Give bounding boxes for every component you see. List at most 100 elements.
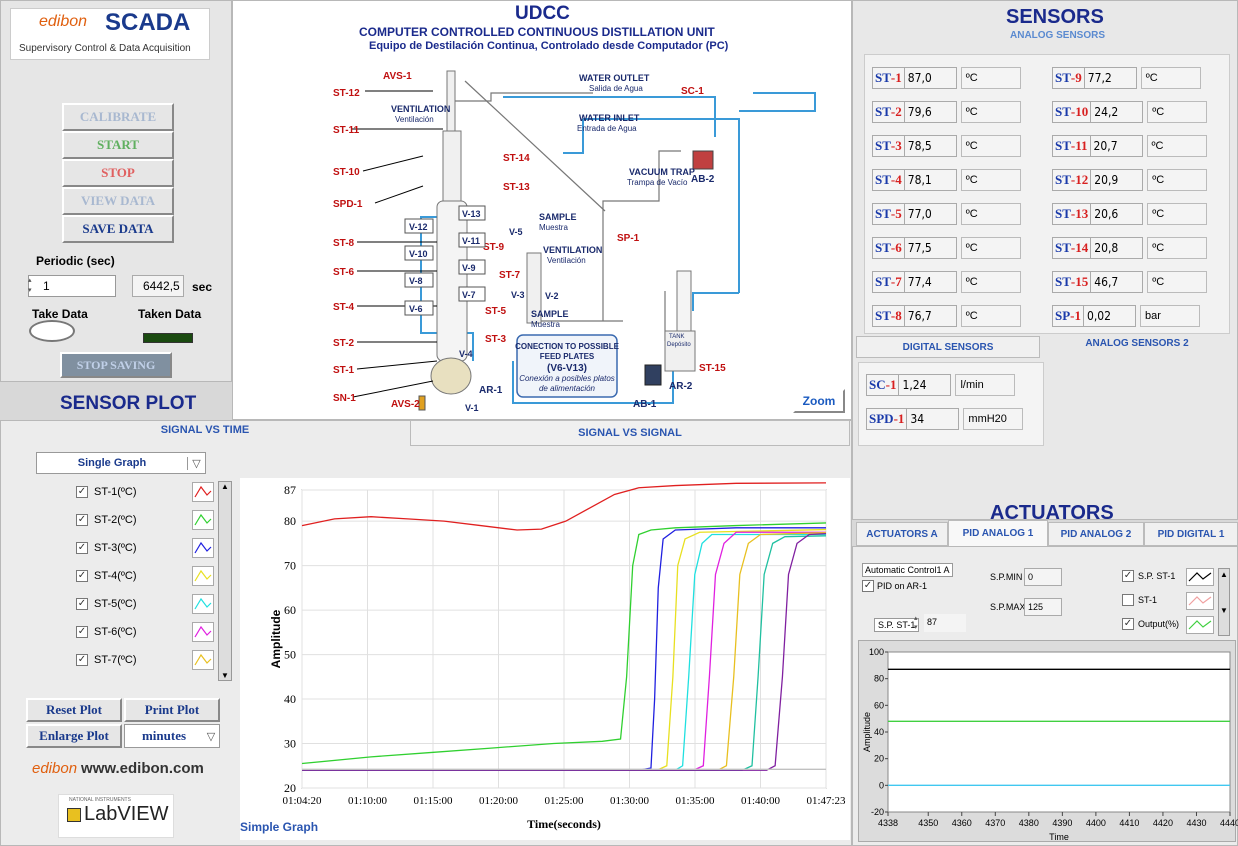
sensor-unit: ºC: [1147, 271, 1208, 293]
legend-checkbox[interactable]: ✓: [76, 654, 88, 666]
tab-signal-vs-signal[interactable]: SIGNAL VS SIGNAL: [410, 420, 850, 446]
legend-checkbox[interactable]: ✓: [76, 598, 88, 610]
tab-pid-analog-1[interactable]: PID ANALOG 1: [948, 520, 1048, 546]
legend-item[interactable]: ✓ ST-3(ºC): [76, 538, 137, 558]
zoom-button[interactable]: Zoom: [793, 389, 845, 413]
save-data-button[interactable]: SAVE DATA: [62, 215, 174, 243]
legend-checkbox[interactable]: ✓: [76, 626, 88, 638]
tab-actuators-a[interactable]: ACTUATORS A: [856, 522, 948, 546]
tab-digital-sensors[interactable]: DIGITAL SENSORS: [856, 336, 1040, 358]
legend-item[interactable]: ✓ ST-4(ºC): [76, 566, 137, 586]
chevron-down-icon[interactable]: ▽: [187, 456, 205, 470]
sensor-unit: ºC: [1147, 203, 1208, 225]
legend-swatch[interactable]: [192, 622, 214, 642]
taken-data-led: [143, 333, 193, 343]
sensor-label: ST -12: [1052, 169, 1092, 191]
pid-x-tick-label: 4350: [918, 818, 938, 828]
sensor-row: SP -1 0,02 bar: [1052, 304, 1201, 328]
legend-scrollbar[interactable]: ▲ ▼: [218, 481, 232, 681]
label-avs1: AVS-1: [383, 71, 412, 82]
setpoint-input[interactable]: 87: [924, 614, 966, 632]
legend-swatch[interactable]: [192, 594, 214, 614]
tab-analog-sensors-2[interactable]: ANALOG SENSORS 2: [1085, 337, 1189, 349]
pid-legend-item[interactable]: ✓ S.P. ST-1: [1122, 570, 1175, 582]
sensor-prefix: SPD: [869, 411, 894, 426]
legend-item[interactable]: ✓ ST-5(ºC): [76, 594, 137, 614]
legend-checkbox[interactable]: ✓: [76, 542, 88, 554]
pid-legend-checkbox[interactable]: ✓: [1122, 570, 1134, 582]
pid-legend-checkbox[interactable]: ✓: [1122, 618, 1134, 630]
pid-legend-checkbox[interactable]: [1122, 594, 1134, 606]
tab-pid-digital-1[interactable]: PID DIGITAL 1: [1144, 522, 1238, 546]
x-tick-label: 01:25:00: [544, 795, 584, 807]
tab-signal-vs-time[interactable]: SIGNAL VS TIME: [160, 424, 250, 436]
pid-legend-swatch[interactable]: [1186, 592, 1214, 610]
label-v11: V-11: [462, 236, 480, 246]
legend-item[interactable]: ✓ ST-6(ºC): [76, 622, 137, 642]
pid-x-tick-label: 4410: [1119, 818, 1139, 828]
sensor-prefix: ST: [875, 138, 891, 153]
start-button[interactable]: START: [62, 131, 174, 159]
pid-legend-swatch[interactable]: [1186, 616, 1214, 634]
legend-label: ST-1(ºC): [94, 486, 137, 498]
label-deposito: Depósito: [667, 342, 691, 348]
legend-swatch[interactable]: [192, 566, 214, 586]
legend-checkbox[interactable]: ✓: [76, 514, 88, 526]
sensor-number: -15: [1070, 274, 1089, 289]
legend-swatch[interactable]: [192, 650, 214, 670]
time-units-select[interactable]: minutes ▽: [124, 724, 220, 748]
pid-legend-scrollbar[interactable]: ▲ ▼: [1218, 568, 1230, 636]
pid-plot-area: [887, 651, 1231, 813]
legend-checkbox[interactable]: ✓: [76, 570, 88, 582]
legend-checkbox[interactable]: ✓: [76, 486, 88, 498]
stop-button[interactable]: STOP: [62, 159, 174, 187]
sensor-label: ST -7: [872, 271, 905, 293]
legend-swatch[interactable]: [192, 482, 214, 502]
y-tick-label: 20: [284, 781, 296, 795]
sensor-number: -7: [890, 274, 902, 289]
legend-item[interactable]: ✓ ST-7(ºC): [76, 650, 137, 670]
pid-y-tick-label: 100: [869, 647, 884, 657]
label-ab1: AB-1: [633, 399, 657, 410]
reset-plot-button[interactable]: Reset Plot: [26, 698, 122, 722]
pid-y-tick-label: -20: [871, 807, 884, 817]
enlarge-plot-button[interactable]: Enlarge Plot: [26, 724, 122, 748]
tab-pid-analog-2[interactable]: PID ANALOG 2: [1048, 522, 1144, 546]
sensor-row: ST -3 78,5 ºC: [872, 134, 1021, 158]
legend-item[interactable]: ✓ ST-2(ºC): [76, 510, 137, 530]
sensors-title: SENSORS: [1006, 6, 1104, 28]
label-v9: V-9: [462, 263, 476, 273]
chevron-down-icon[interactable]: ▽: [206, 730, 216, 743]
label-trampa: Trampa de Vacío: [627, 178, 688, 187]
pid-legend-swatch[interactable]: [1186, 568, 1214, 586]
legend-swatch[interactable]: [192, 510, 214, 530]
pid-on-checkbox[interactable]: ✓ PID on AR-1: [862, 580, 928, 592]
label-avs2: AVS-2: [391, 399, 420, 410]
scroll-up-icon[interactable]: ▲: [221, 482, 229, 491]
print-plot-button[interactable]: Print Plot: [124, 698, 220, 722]
pid-legend-item[interactable]: ✓ Output(%): [1122, 618, 1179, 630]
scroll-down-icon[interactable]: ▼: [221, 671, 229, 680]
legend-swatch[interactable]: [192, 538, 214, 558]
label-sample2: SAMPLE: [531, 309, 569, 319]
spmin-label: S.P.MIN: [990, 572, 1023, 582]
diagram-subtitle-es: Equipo de Destilación Continua, Controla…: [369, 40, 729, 52]
label-ar1: AR-1: [479, 385, 503, 396]
periodic-stepper[interactable]: ▴ ▾: [28, 277, 32, 294]
view-data-button[interactable]: VIEW DATA: [62, 187, 174, 215]
calibrate-button[interactable]: CALIBRATE: [62, 103, 174, 131]
label-sp1: SP-1: [617, 233, 640, 244]
take-data-toggle[interactable]: [29, 320, 75, 342]
sensor-label: ST -3: [872, 135, 905, 157]
periodic-label: Periodic (sec): [36, 254, 115, 268]
setpoint-stepper[interactable]: ▴ ▾: [914, 615, 918, 631]
periodic-input[interactable]: 1: [28, 275, 116, 297]
sensor-unit: ºC: [1147, 101, 1208, 123]
sensor-label: ST -5: [872, 203, 905, 225]
label-st5: ST-5: [485, 306, 507, 317]
x-tick-label: 01:30:00: [610, 795, 650, 807]
stop-saving-button[interactable]: STOP SAVING: [60, 352, 172, 378]
legend-item[interactable]: ✓ ST-1(ºC): [76, 482, 137, 502]
pid-legend-item[interactable]: ST-1: [1122, 594, 1157, 606]
graph-mode-select[interactable]: Single Graph ▽: [36, 452, 206, 474]
